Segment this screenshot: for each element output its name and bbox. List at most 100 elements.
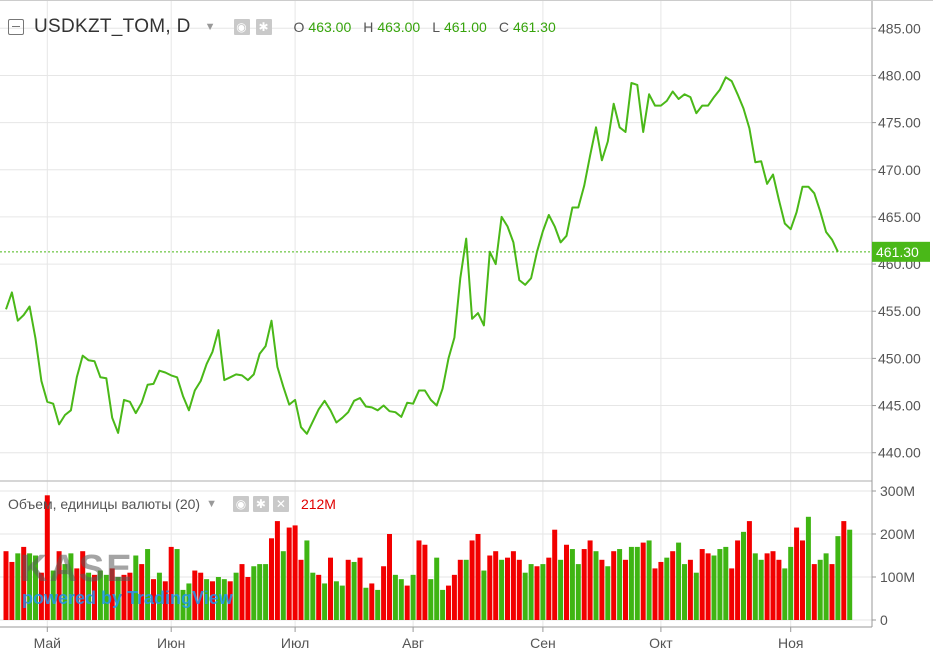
watermark: KASE powered by TradingView (16, 548, 256, 618)
volume-bar (192, 570, 198, 620)
volume-bar (151, 579, 156, 620)
volume-bar (3, 551, 9, 620)
volume-bar (457, 559, 463, 620)
volume-bar (180, 589, 186, 620)
volume-bar (121, 574, 127, 620)
volume-bar (670, 551, 676, 620)
volume-bar (546, 557, 552, 620)
main-series-legend: USDKZT_TOM, D ▼ ◉ ✱ O 463.00 H 463.00 L … (8, 14, 564, 40)
price-line (5, 76, 839, 435)
volume-bar (286, 527, 292, 620)
volume-bar (156, 572, 162, 620)
close-icon[interactable]: ✕ (272, 496, 289, 512)
volume-bar (328, 557, 333, 620)
volume-bar (339, 585, 345, 620)
volume-bar (693, 572, 699, 620)
volume-bar (805, 516, 811, 620)
volume-bar (21, 546, 27, 620)
open-label: O (293, 19, 305, 35)
volume-bar (103, 574, 109, 620)
volume-bar (505, 557, 510, 620)
time-axis[interactable]: Май Июн Июл Авг Сен Окт Ноя (34, 627, 804, 651)
volume-tick-label: 300M (880, 483, 915, 499)
volume-bar (127, 572, 133, 620)
gear-icon[interactable]: ✱ (252, 496, 269, 512)
volume-bar (746, 521, 752, 620)
volume-bar (168, 546, 174, 620)
volume-bar (387, 534, 392, 620)
volume-bar (516, 559, 522, 620)
volume-title[interactable]: Объем, единицы валюты (20) (8, 496, 201, 512)
symbol-title[interactable]: USDKZT_TOM, D (34, 16, 191, 37)
volume-bar (27, 553, 33, 620)
volume-tick-label: 200M (880, 526, 915, 542)
ohlc-values: O 463.00 H 463.00 L 461.00 C 461.30 (294, 19, 564, 35)
volume-bar (145, 549, 151, 620)
gear-icon[interactable]: ✱ (255, 19, 272, 35)
volume-bar (487, 555, 493, 620)
volume-bar (605, 566, 611, 620)
time-tick-label: Окт (649, 635, 673, 651)
collapse-checkbox-icon[interactable] (8, 19, 24, 35)
volume-bar (587, 540, 593, 620)
volume-bar (204, 579, 210, 620)
volume-bar (711, 555, 717, 620)
volume-bar (80, 551, 86, 620)
volume-bar (186, 583, 192, 620)
chevron-down-icon[interactable]: ▼ (206, 498, 217, 510)
volume-bar (363, 587, 369, 620)
price-tick-label: 445.00 (878, 398, 921, 414)
volume-bar (44, 495, 50, 620)
volume-bar (263, 564, 269, 620)
volume-bar (298, 559, 304, 620)
eye-icon[interactable]: ◉ (233, 19, 250, 35)
eye-icon[interactable]: ◉ (232, 496, 249, 512)
volume-bar (788, 546, 794, 620)
volume-bar (581, 549, 587, 620)
volume-bar (835, 536, 841, 620)
volume-bar (210, 581, 215, 620)
volume-bar (776, 559, 782, 620)
volume-bar (623, 559, 628, 620)
volume-bar (829, 564, 835, 620)
volume-bar (392, 574, 398, 620)
volume-bar (800, 540, 805, 620)
volume-bar (416, 540, 422, 620)
volume-bar (617, 549, 623, 620)
volume-bar (558, 559, 564, 620)
volume-axis[interactable]: 300M 200M 100M 0 (872, 483, 915, 628)
volume-bar (269, 538, 274, 620)
price-tick-label: 465.00 (878, 209, 921, 225)
volume-bar (440, 589, 446, 620)
chevron-down-icon[interactable]: ▼ (204, 21, 216, 33)
price-axis[interactable]: 485.00480.00475.00470.00465.00460.00455.… (872, 20, 921, 461)
volume-bar (74, 568, 80, 620)
volume-bar (528, 564, 534, 620)
powered-by-text: powered by TradingView (22, 588, 233, 608)
time-tick-label: Май (34, 635, 61, 651)
volume-bar (68, 553, 74, 620)
time-tick-label: Июл (281, 635, 309, 651)
volume-bar (658, 561, 664, 620)
volume-bar (599, 559, 605, 620)
volume-bar (316, 574, 322, 620)
volume-bar (451, 574, 457, 620)
volume-bar (292, 525, 298, 620)
volume-bar (823, 553, 829, 620)
volume-bar (233, 572, 239, 620)
volume-bar (593, 551, 599, 620)
volume-bar (469, 540, 475, 620)
open-value: 463.00 (308, 19, 352, 35)
volume-bar (375, 589, 381, 620)
volume-legend: Объем, единицы валюты (20) ▼ ◉ ✱ ✕ 212M (8, 494, 336, 514)
last-price-tag: 461.30 (872, 241, 930, 262)
volume-bar (357, 557, 363, 620)
volume-bar (463, 559, 469, 620)
volume-value: 212M (300, 496, 336, 512)
volume-bar (109, 568, 115, 620)
last-price-tag-bg (872, 241, 930, 262)
volume-bar (676, 542, 682, 620)
time-tick-label: Июн (157, 635, 185, 651)
volume-bar (92, 574, 97, 620)
